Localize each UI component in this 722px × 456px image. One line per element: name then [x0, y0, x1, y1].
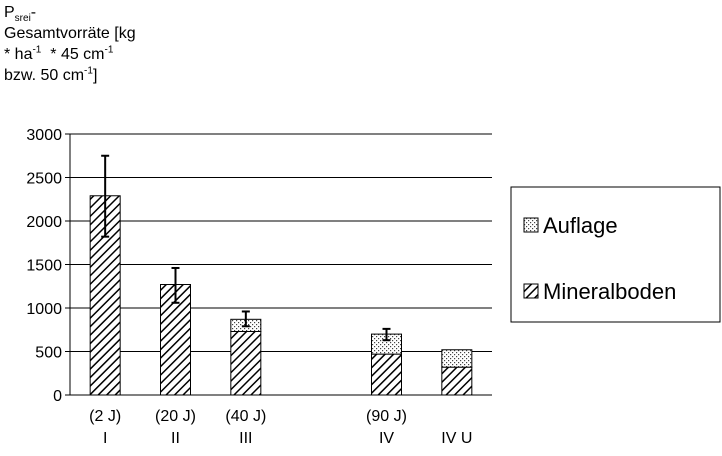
x-tick-labels: (2 J) I (20 J) II (40 J) III (90 J) IV IV U	[89, 408, 472, 447]
y-axis-label-line-4: bzw. 50 cm-1]	[4, 65, 98, 84]
x-tick-label-top: (90 J)	[366, 408, 407, 425]
legend-label-auflage: Auflage	[543, 213, 618, 238]
legend-swatch-auflage	[523, 217, 539, 233]
bar-segment-mineralboden	[230, 330, 262, 396]
bar-segment-mineralboden	[441, 366, 473, 396]
bar-segment-mineralboden	[371, 353, 402, 396]
y-tick-label: 2000	[26, 214, 62, 231]
legend-swatch-mineralboden	[523, 283, 539, 299]
y-axis-label: Psrei- Gesamtvorräte [kg * ha-1 * 45 cm-…	[4, 2, 136, 86]
y-axis-label-line-2: Gesamtvorräte [kg	[4, 25, 136, 42]
x-tick-label-bottom: IV U	[441, 430, 472, 447]
legend-box	[510, 186, 721, 323]
bars	[89, 195, 473, 396]
x-tick-label-top: (2 J)	[89, 408, 121, 425]
y-axis-label-line-3: * ha-1 * 45 cm-1	[4, 44, 114, 63]
axes: 0 500 1000 1500 2000 2500 3000	[26, 127, 492, 405]
x-tick-label-bottom: III	[239, 430, 252, 447]
legend-label-mineralboden: Mineralboden	[543, 279, 676, 304]
gridlines	[70, 133, 492, 352]
error-bars	[101, 154, 391, 342]
x-tick-label-top: (40 J)	[225, 408, 266, 425]
y-tick-label: 1500	[26, 258, 62, 275]
x-tick-label-top: (20 J)	[155, 408, 196, 425]
y-tick-label: 1000	[26, 301, 62, 318]
y-tick-label: 2500	[26, 171, 62, 188]
y-axis-label-line-1: Psrei-	[4, 4, 37, 25]
y-tick-label: 3000	[26, 127, 62, 144]
x-tick-label-bottom: IV	[379, 430, 394, 447]
y-tick-label: 500	[35, 345, 62, 362]
legend: Auflage Mineralboden	[510, 186, 721, 323]
x-tick-label-bottom: I	[103, 430, 107, 447]
y-tick-label: 0	[53, 388, 62, 405]
bar-segment-auflage	[441, 349, 473, 368]
x-tick-label-bottom: II	[171, 430, 180, 447]
